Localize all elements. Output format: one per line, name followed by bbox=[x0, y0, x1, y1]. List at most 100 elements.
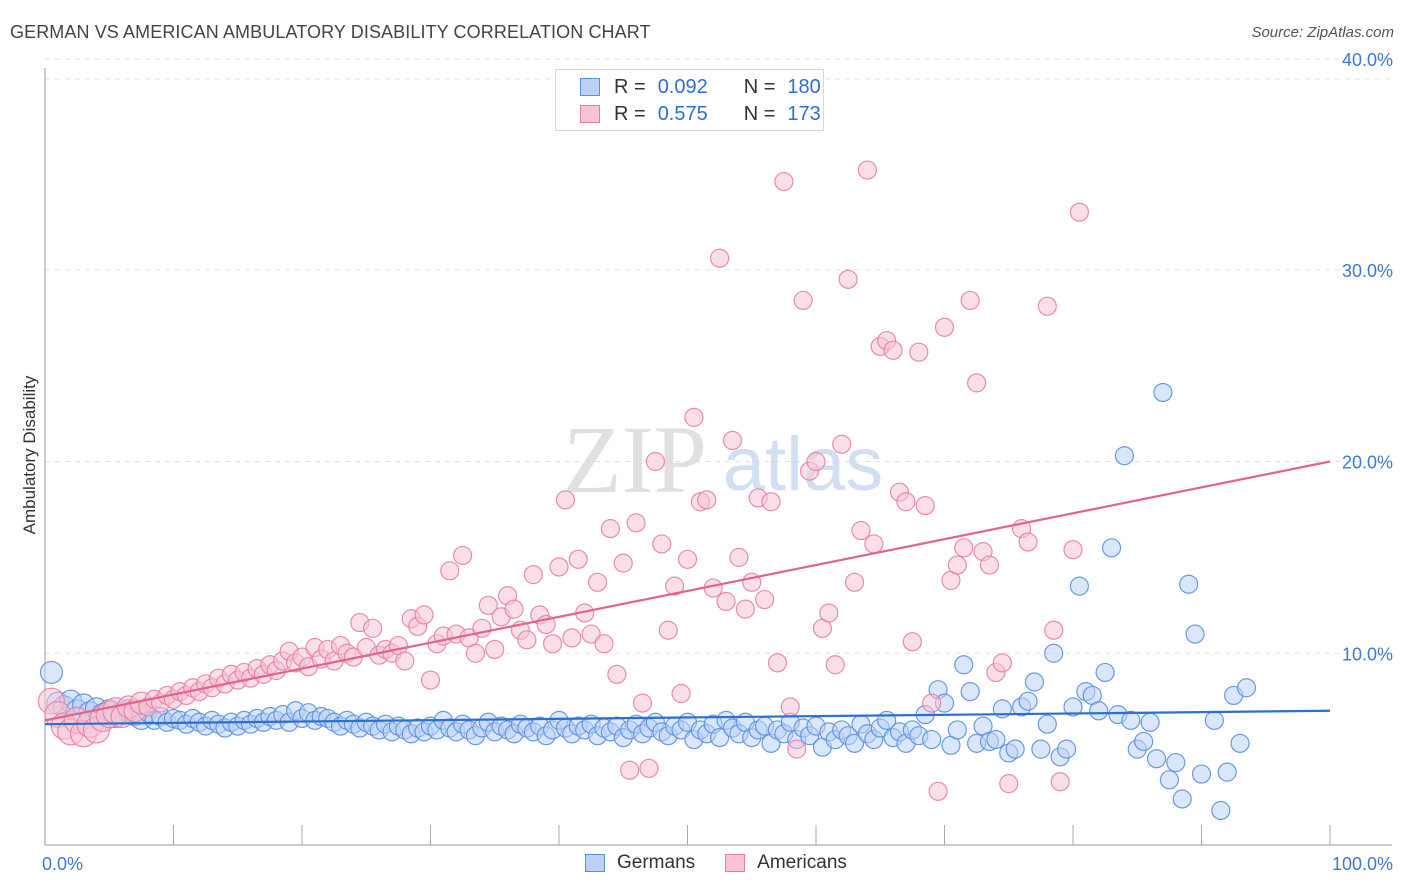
american-point bbox=[620, 760, 640, 780]
american-point bbox=[665, 576, 685, 596]
american-point bbox=[883, 340, 903, 360]
american-point bbox=[722, 430, 743, 451]
r-label: R = bbox=[614, 75, 646, 98]
german-point bbox=[960, 681, 980, 702]
american-trend-line bbox=[44, 460, 1331, 722]
american-point bbox=[844, 572, 865, 592]
americans-swatch-icon bbox=[725, 854, 746, 872]
r-value: 0.092 bbox=[657, 75, 708, 98]
german-point bbox=[1191, 764, 1212, 784]
correlation-legend: R = 0.092 N = 180 R = 0.575 N = 173 bbox=[555, 69, 824, 131]
american-point bbox=[819, 603, 839, 623]
r-label: R = bbox=[614, 102, 646, 125]
german-point bbox=[947, 720, 967, 740]
germans-swatch-icon bbox=[585, 854, 605, 872]
american-point bbox=[504, 599, 524, 619]
american-point bbox=[825, 655, 845, 675]
german-point bbox=[1179, 574, 1199, 594]
american-point bbox=[632, 693, 653, 713]
american-point bbox=[581, 624, 601, 644]
germans-swatch-icon bbox=[580, 78, 600, 96]
y-tick-label: 40.0% bbox=[1342, 50, 1393, 70]
american-point bbox=[857, 160, 878, 180]
german-point bbox=[1018, 691, 1038, 711]
german-point bbox=[1230, 733, 1250, 753]
american-point bbox=[613, 553, 633, 573]
german-point bbox=[1101, 538, 1122, 558]
american-point bbox=[716, 591, 736, 612]
american-point bbox=[967, 373, 987, 393]
x-tick-label: 100.0% bbox=[1332, 854, 1393, 874]
american-point bbox=[652, 534, 672, 554]
american-point bbox=[555, 490, 576, 510]
american-point bbox=[909, 342, 929, 362]
german-point bbox=[1114, 446, 1135, 466]
american-point bbox=[658, 620, 678, 640]
american-point bbox=[465, 643, 486, 663]
american-point bbox=[600, 519, 621, 539]
n-label: N = bbox=[743, 102, 776, 125]
x-tick-label: 0.0% bbox=[42, 854, 83, 874]
legend-label-americans: Americans bbox=[757, 852, 847, 873]
american-point bbox=[485, 639, 505, 660]
american-point bbox=[677, 549, 698, 569]
n-label: N = bbox=[743, 75, 776, 98]
american-point bbox=[851, 520, 871, 541]
american-point bbox=[414, 605, 434, 625]
american-point bbox=[999, 774, 1019, 794]
american-point bbox=[710, 248, 730, 268]
american-point bbox=[607, 664, 627, 684]
american-point bbox=[960, 290, 980, 311]
german-trend-line bbox=[44, 709, 1331, 726]
american-point bbox=[864, 534, 884, 554]
german-point bbox=[1069, 576, 1090, 596]
tick-labels: 10.0% 20.0% 30.0% 40.0% 0.0% 100.0% bbox=[42, 50, 1393, 874]
american-point bbox=[947, 555, 967, 575]
german-point bbox=[1063, 697, 1083, 717]
german-point bbox=[39, 660, 64, 685]
american-point bbox=[954, 538, 974, 558]
american-point bbox=[626, 513, 646, 533]
american-point bbox=[902, 632, 922, 652]
american-point bbox=[992, 653, 1012, 673]
american-point bbox=[832, 434, 852, 454]
german-point bbox=[922, 729, 942, 750]
american-point bbox=[1037, 296, 1057, 316]
american-point bbox=[934, 317, 955, 337]
german-point bbox=[954, 655, 974, 675]
american-point bbox=[979, 555, 1000, 575]
german-point bbox=[1121, 710, 1141, 730]
american-point bbox=[639, 758, 659, 778]
german-point bbox=[710, 728, 730, 748]
german-point bbox=[1134, 731, 1154, 752]
r-value: 0.575 bbox=[657, 102, 708, 125]
american-point bbox=[922, 693, 942, 713]
german-point bbox=[1146, 749, 1167, 769]
american-point bbox=[838, 269, 858, 289]
american-point bbox=[787, 739, 807, 759]
german-point bbox=[1185, 624, 1205, 644]
american-point bbox=[1018, 532, 1038, 552]
german-point bbox=[1056, 739, 1077, 759]
y-tick-label: 10.0% bbox=[1342, 644, 1393, 664]
american-point bbox=[774, 171, 794, 192]
german-point bbox=[1089, 701, 1109, 721]
american-point bbox=[395, 651, 415, 671]
american-point bbox=[896, 492, 916, 512]
american-point bbox=[793, 290, 813, 311]
american-point bbox=[478, 595, 498, 615]
american-point bbox=[671, 683, 691, 704]
american-point bbox=[363, 618, 383, 638]
german-point bbox=[1031, 739, 1051, 759]
american-point bbox=[523, 565, 543, 585]
legend-item-americans: Americans bbox=[725, 852, 847, 874]
american-point bbox=[915, 496, 935, 516]
american-point bbox=[587, 572, 608, 592]
legend-row-americans: R = 0.575 N = 173 bbox=[556, 101, 821, 127]
german-point bbox=[1217, 762, 1237, 782]
american-point bbox=[928, 781, 948, 801]
german-point bbox=[1005, 739, 1025, 759]
german-point bbox=[1172, 789, 1192, 809]
grid-lines bbox=[45, 58, 1392, 654]
